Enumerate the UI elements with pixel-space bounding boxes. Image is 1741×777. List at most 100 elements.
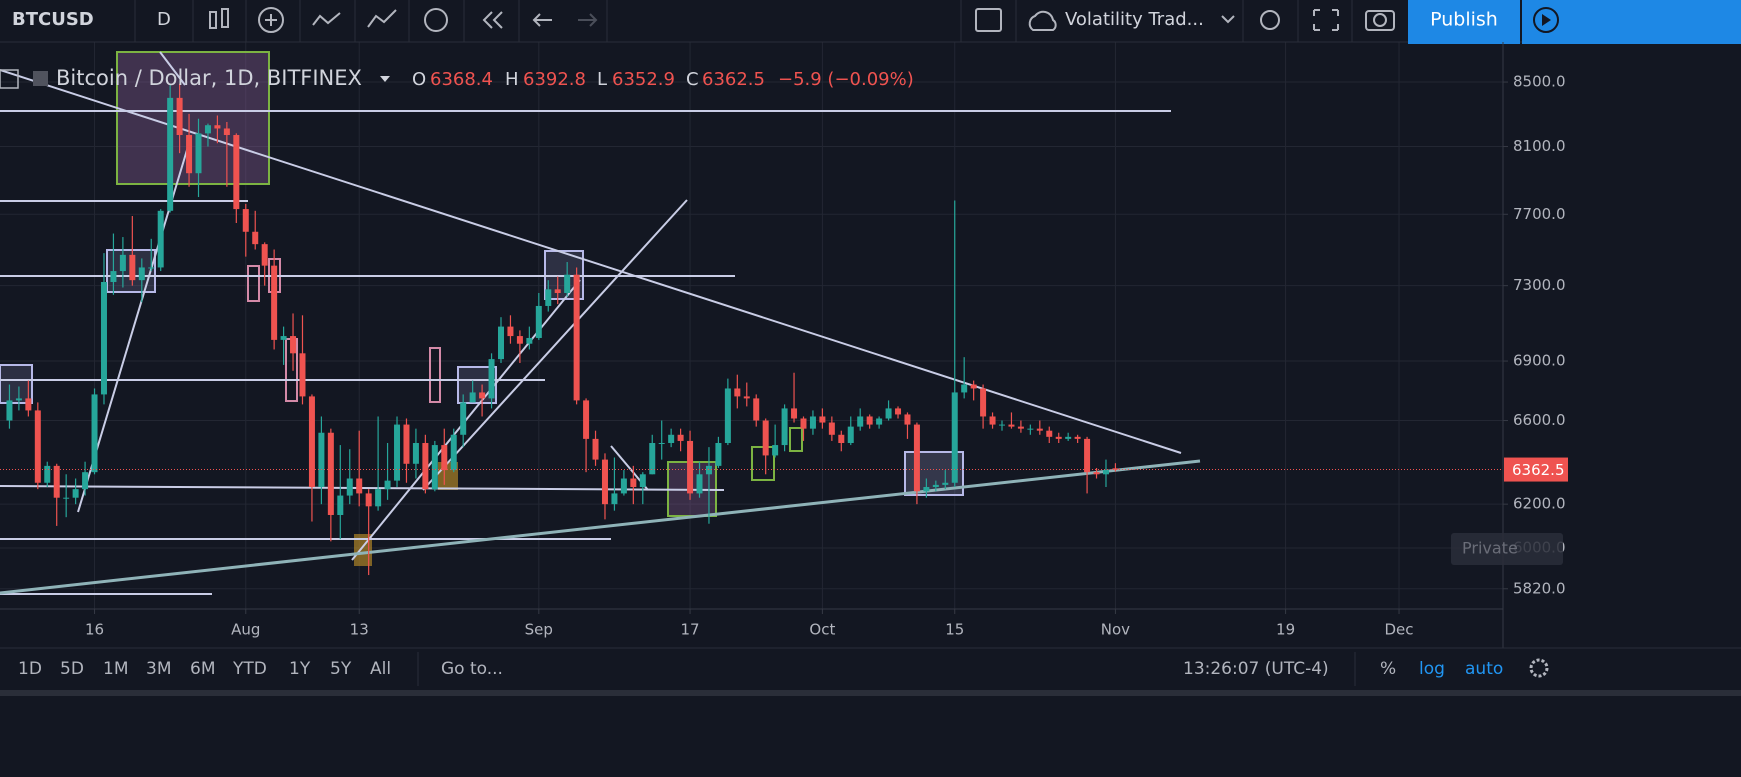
publish-label[interactable]: Publish xyxy=(1430,9,1498,31)
candle-body xyxy=(564,274,571,294)
legend-ohlc-label: O xyxy=(412,69,426,90)
candle-body xyxy=(308,396,315,488)
candle-body xyxy=(535,305,542,338)
settings-icon[interactable] xyxy=(1529,658,1549,678)
y-tick-label: 8500.0 xyxy=(1513,73,1566,91)
candle-body xyxy=(223,128,230,136)
candle-body xyxy=(356,478,363,494)
candle-body xyxy=(318,432,325,488)
percent-toggle[interactable]: % xyxy=(1380,659,1396,679)
range-button[interactable]: 1D xyxy=(18,659,42,679)
badge-text: Private xyxy=(1462,539,1518,558)
range-button[interactable]: 1M xyxy=(103,659,128,679)
drawing-rect xyxy=(429,347,441,403)
x-tick-label: Sep xyxy=(525,621,553,639)
candle-body xyxy=(186,135,193,174)
candle-body xyxy=(809,416,816,429)
candle-body xyxy=(876,418,883,425)
candle-body xyxy=(1112,468,1119,470)
candle-body xyxy=(412,443,419,464)
candle-body xyxy=(516,336,523,344)
candle-body xyxy=(261,244,268,266)
candle-body xyxy=(630,478,637,488)
candle-body xyxy=(658,443,665,445)
trend-line xyxy=(159,51,186,86)
candle-body xyxy=(687,440,694,494)
candle-body xyxy=(157,210,164,268)
candle-body xyxy=(176,97,183,136)
symbol[interactable]: BTCUSD xyxy=(12,9,94,30)
last-price-box xyxy=(1504,457,1568,482)
candle-body xyxy=(838,434,845,444)
candle-body xyxy=(488,359,495,399)
legend-close: 6362.5 xyxy=(702,69,765,90)
x-tick-label: 15 xyxy=(945,621,964,639)
candle-body xyxy=(1027,428,1034,430)
legend-title[interactable]: Bitcoin / Dollar, 1D, BITFINEX xyxy=(56,66,362,90)
candle-body xyxy=(479,392,486,399)
legend-ohlc-label: H xyxy=(505,69,519,90)
candle-body xyxy=(299,353,306,397)
range-button[interactable]: 1Y xyxy=(289,659,311,679)
candle-body xyxy=(498,326,504,360)
x-tick-label: 13 xyxy=(350,621,369,639)
range-button[interactable]: 3M xyxy=(146,659,171,679)
log-toggle[interactable]: log xyxy=(1419,659,1445,679)
y-tick-label: 7300.0 xyxy=(1513,276,1566,294)
candle-body xyxy=(394,424,401,481)
candle-body xyxy=(913,424,920,492)
indicator-template[interactable]: Volatility Trad... xyxy=(1065,9,1204,30)
candle-body xyxy=(1065,436,1072,439)
bottom-bar: 1D 5D 1M 3M 6M YTD 1Y 5Y All xyxy=(18,659,391,679)
candle-body xyxy=(932,484,939,488)
candle-body xyxy=(167,97,174,211)
goto[interactable]: Go to... xyxy=(441,659,503,679)
last-price-label: 6362.5 xyxy=(1512,461,1565,479)
support-line xyxy=(0,459,1201,595)
candle-body xyxy=(100,281,107,395)
publish-button[interactable] xyxy=(1408,0,1520,44)
candle-body xyxy=(545,289,552,306)
candle-body xyxy=(375,489,382,507)
auto-toggle[interactable]: auto xyxy=(1465,659,1503,679)
range-button[interactable]: 5Y xyxy=(330,659,352,679)
range-button[interactable]: All xyxy=(370,659,391,679)
candle-body xyxy=(847,426,854,444)
candle-body xyxy=(554,289,561,294)
candle-body xyxy=(110,271,117,282)
toolbar-icons[interactable] xyxy=(209,7,1395,33)
replay-icon xyxy=(1533,7,1559,33)
candle-body xyxy=(715,443,722,466)
candle-body xyxy=(904,414,911,425)
range-button[interactable]: 6M xyxy=(190,659,215,679)
candle-body xyxy=(724,388,731,444)
candle-body xyxy=(1046,430,1053,437)
legend-open: 6368.4 xyxy=(430,69,493,90)
legend-icon[interactable] xyxy=(0,69,19,89)
legend-dropdown[interactable] xyxy=(380,76,390,82)
candle-body xyxy=(1036,428,1043,431)
candle-body xyxy=(753,398,760,421)
candle-body xyxy=(34,410,41,483)
candle-body xyxy=(337,495,344,515)
y-tick-label: 8100.0 xyxy=(1513,137,1566,155)
clock: 13:26:07 (UTC-4) xyxy=(1183,659,1329,679)
candle-body xyxy=(1008,424,1015,427)
interval[interactable]: D xyxy=(157,9,171,30)
candle-body xyxy=(252,231,259,245)
candle-body xyxy=(25,398,32,411)
replay-button[interactable] xyxy=(1522,0,1741,44)
candles xyxy=(0,83,1503,576)
candle-body xyxy=(280,336,287,340)
candle-body xyxy=(819,416,826,423)
candle-body xyxy=(639,474,646,488)
legend-icon xyxy=(33,71,48,86)
candle-body xyxy=(696,474,703,494)
x-tick-label: 16 xyxy=(85,621,104,639)
range-button[interactable]: YTD xyxy=(232,659,267,679)
candle-body xyxy=(441,445,448,471)
range-button[interactable]: 5D xyxy=(60,659,84,679)
candle-body xyxy=(601,459,608,505)
trend-line xyxy=(422,199,688,491)
x-tick-label: Dec xyxy=(1385,621,1414,639)
